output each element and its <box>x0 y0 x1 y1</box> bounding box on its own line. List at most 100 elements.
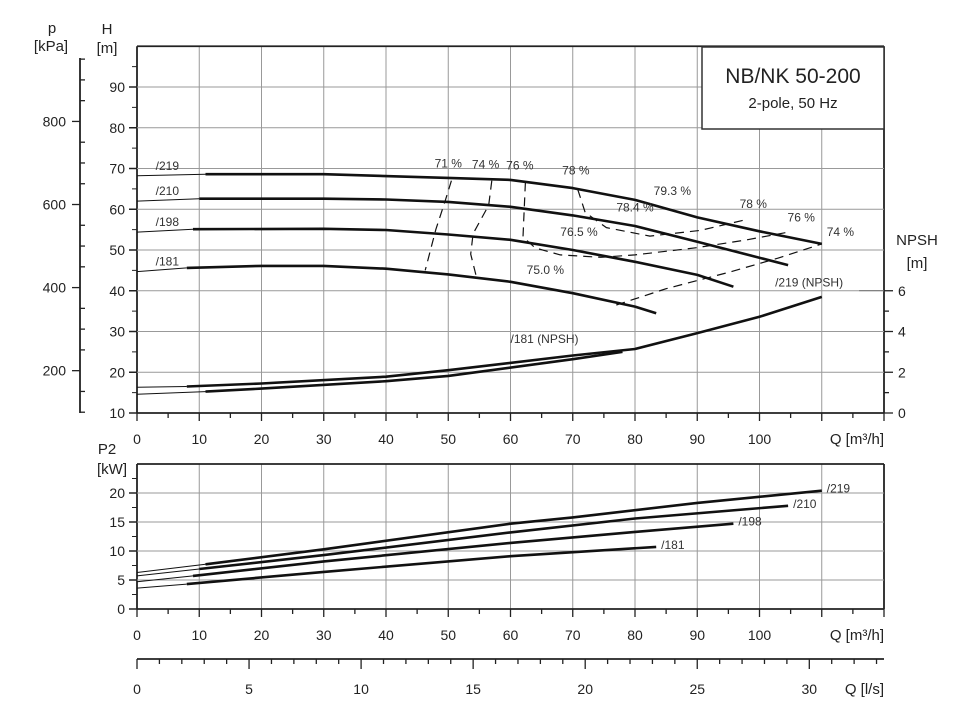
power-curve-label: /210 <box>793 497 817 511</box>
q-tick-label: 0 <box>133 627 141 643</box>
p2-tick-label: 5 <box>117 572 125 588</box>
h-tick-label: 20 <box>109 364 125 380</box>
q-tick-label: 90 <box>689 627 705 643</box>
efficiency-contour-line <box>522 182 791 258</box>
q-ls-tick-label: 15 <box>465 681 481 697</box>
efficiency-label: 78.4 % <box>616 201 654 215</box>
axes <box>72 58 893 669</box>
power-curve-label: /181 <box>661 538 685 552</box>
q-ls-tick-label: 30 <box>802 681 818 697</box>
h-tick-label: 80 <box>109 120 125 136</box>
power-curve <box>205 489 822 566</box>
q-tick-label: 50 <box>440 431 456 447</box>
q-tick-label: 70 <box>565 431 581 447</box>
head-curve-label: /219 <box>156 159 180 173</box>
q-tick-label: 60 <box>503 627 519 643</box>
head-curve <box>186 264 657 315</box>
q-ls-tick-label: 0 <box>133 681 141 697</box>
efficiency-label: 76.5 % <box>560 225 598 239</box>
p2-axis-label: P2 <box>98 441 116 458</box>
power-curve-extension <box>136 575 194 583</box>
npsh-tick-label: 0 <box>898 405 906 421</box>
p2-tick-label: 20 <box>109 485 125 501</box>
efficiency-label: 76 % <box>788 210 816 224</box>
p-tick-label: 200 <box>43 363 67 379</box>
q-tick-label: 30 <box>316 627 332 643</box>
h-tick-label: 50 <box>109 242 125 258</box>
power-curve <box>199 504 789 571</box>
q-tick-label: 50 <box>440 627 456 643</box>
q-ls-tick-label: 5 <box>245 681 253 697</box>
efficiency-contour-line <box>577 189 744 237</box>
p2-tick-label: 15 <box>109 514 125 530</box>
npsh-tick-label: 2 <box>898 364 906 380</box>
p-tick-label: 400 <box>43 280 67 296</box>
q-tick-label: 100 <box>748 431 772 447</box>
h-tick-label: 30 <box>109 324 125 340</box>
npsh-curve <box>205 350 623 393</box>
npsh-curve-extension <box>136 391 206 395</box>
q-ls-tick-label: 25 <box>689 681 705 697</box>
head-curve-label: /210 <box>156 184 180 198</box>
h-tick-label: 10 <box>109 405 125 421</box>
npsh-tick-label: 6 <box>898 283 906 299</box>
p-axis-label: p <box>48 20 56 37</box>
power-curve-label: /219 <box>827 482 851 496</box>
head-curve-label: /181 <box>156 255 180 269</box>
q-tick-label: 20 <box>254 431 270 447</box>
h-axis-unit: [m] <box>97 40 118 57</box>
h-tick-label: 70 <box>109 161 125 177</box>
p-axis-unit: [kPa] <box>34 38 68 55</box>
p2-axis-unit: [kW] <box>97 461 127 478</box>
q-axis-label-head: Q [m³/h] <box>830 431 884 448</box>
npsh-tick-label: 4 <box>898 324 906 340</box>
npsh-axis-unit: [m] <box>907 255 928 272</box>
head-curve-label: /198 <box>156 215 180 229</box>
power-curve <box>186 545 657 586</box>
q-ls-axis-label: Q [l/s] <box>845 681 884 698</box>
npsh-curve <box>186 295 823 388</box>
q-tick-label: 30 <box>316 431 332 447</box>
q-tick-label: 100 <box>748 627 772 643</box>
q-tick-label: 80 <box>627 431 643 447</box>
h-tick-label: 40 <box>109 283 125 299</box>
title-box: NB/NK 50-200 2-pole, 50 Hz <box>701 46 885 130</box>
power-curve-extension <box>136 563 206 573</box>
head-curve-extension <box>136 267 187 273</box>
q-tick-label: 10 <box>191 431 207 447</box>
q-tick-label: 90 <box>689 431 705 447</box>
efficiency-contour-label: 74 % <box>827 225 855 239</box>
power-curve-label: /198 <box>738 515 762 529</box>
efficiency-contour-label: 74 % <box>472 158 500 172</box>
marks <box>136 172 884 589</box>
h-tick-label: 90 <box>109 79 125 95</box>
q-tick-label: 20 <box>254 627 270 643</box>
efficiency-label: 78 % <box>740 197 768 211</box>
q-axis-label-power: Q [m³/h] <box>830 627 884 644</box>
npsh-axis-label: NPSH <box>896 232 938 249</box>
h-axis-label: H <box>102 21 113 38</box>
efficiency-contour-line <box>424 180 452 271</box>
q-tick-label: 70 <box>565 627 581 643</box>
power-curve-extension <box>136 568 200 577</box>
chart-title: NB/NK 50-200 <box>725 65 860 88</box>
efficiency-label: 79.3 % <box>654 184 692 198</box>
head-curve <box>192 227 734 288</box>
efficiency-contour-label: 78 % <box>562 164 590 178</box>
npsh-curve-label: /181 (NPSH) <box>511 332 579 346</box>
q-tick-label: 10 <box>191 627 207 643</box>
q-tick-label: 40 <box>378 627 394 643</box>
q-tick-label: 0 <box>133 431 141 447</box>
p-tick-label: 800 <box>43 113 67 129</box>
efficiency-contour-line <box>616 243 822 306</box>
efficiency-label: 75.0 % <box>527 263 565 277</box>
head-curve-extension <box>136 173 206 177</box>
head-curve <box>199 197 789 267</box>
p2-tick-label: 0 <box>117 601 125 617</box>
head-curve-extension <box>136 198 200 202</box>
power-curve <box>192 522 734 578</box>
efficiency-contour-label: 71 % <box>435 156 463 170</box>
q-tick-label: 80 <box>627 627 643 643</box>
